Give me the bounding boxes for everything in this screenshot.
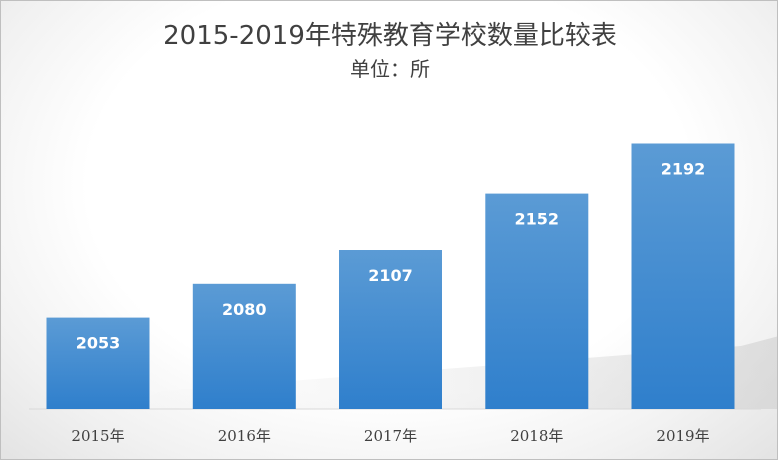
data-label-2017年: 2107 <box>368 266 413 285</box>
data-labels-layer: 2053 2080 2107 2152 2192 <box>76 160 706 353</box>
data-label-2019年: 2192 <box>661 160 706 179</box>
bar-2016年 <box>192 283 296 409</box>
x-tick-label-2017年: 2017年 <box>364 427 417 445</box>
bar-2019年 <box>631 143 735 409</box>
bar-2015年 <box>46 317 150 409</box>
bar-2018年 <box>485 193 589 409</box>
data-label-2016年: 2080 <box>222 300 267 319</box>
bar-2017年 <box>339 250 442 409</box>
x-tick-label-2016年: 2016年 <box>218 427 271 445</box>
chart-title: 2015-2019年特殊教育学校数量比较表 <box>163 21 617 51</box>
x-tick-label-2018年: 2018年 <box>510 427 563 445</box>
x-tick-label-2015年: 2015年 <box>71 427 124 445</box>
chart-subtitle: 单位：所 <box>350 57 430 81</box>
bars-layer <box>46 143 735 409</box>
x-tick-label-2019年: 2019年 <box>656 427 709 445</box>
x-tick-labels-layer: 2015年 2016年 2017年 2018年 2019年 <box>71 427 709 445</box>
data-label-2015年: 2053 <box>76 334 121 353</box>
data-label-2018年: 2152 <box>515 210 560 229</box>
